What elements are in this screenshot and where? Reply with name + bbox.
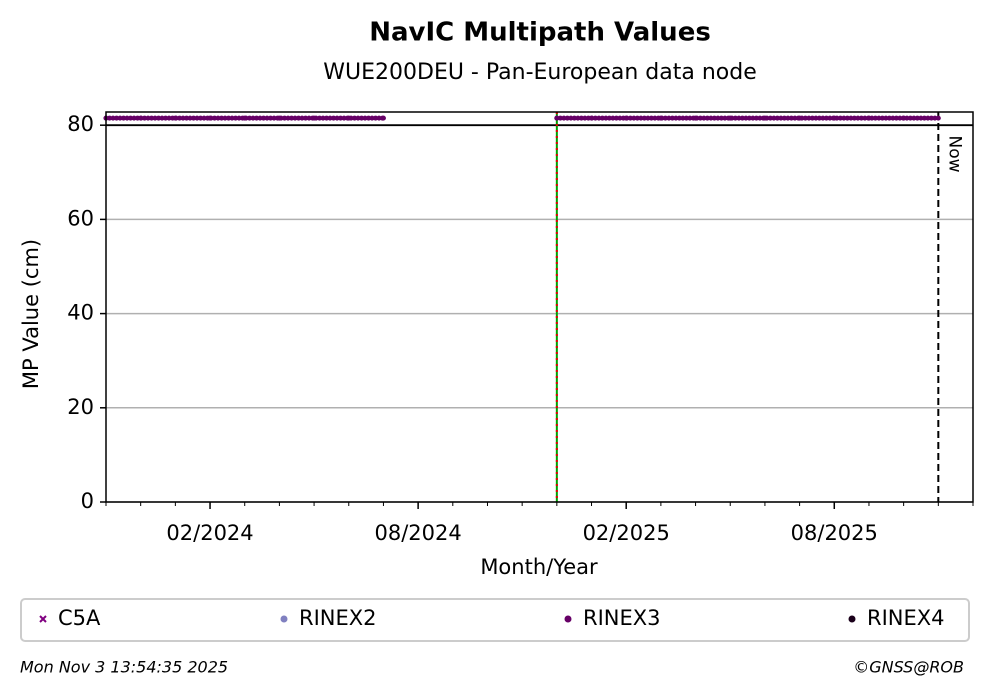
legend-marker (280, 615, 288, 623)
x-tick-label: 02/2024 (166, 521, 253, 545)
legend-marker (564, 615, 572, 623)
x-tick-label: 02/2025 (583, 521, 670, 545)
chart-title: NavIC Multipath Values (369, 18, 711, 48)
y-tick-label: 40 (67, 301, 94, 325)
x-tick-label: 08/2025 (791, 521, 878, 545)
legend-label: RINEX4 (867, 606, 945, 630)
chart-subtitle: WUE200DEU - Pan-European data node (323, 60, 757, 85)
legend-marker (848, 615, 856, 623)
y-tick-label: 0 (81, 489, 94, 513)
y-tick-label: 80 (67, 112, 94, 136)
y-axis-label: MP Value (cm) (19, 239, 43, 389)
legend-marker (39, 615, 47, 623)
legend-label: C5A (58, 606, 101, 630)
plot-frame (105, 111, 974, 503)
now-label: Now (944, 135, 964, 172)
x-axis-label: Month/Year (480, 555, 598, 579)
legend-box (20, 598, 970, 642)
footer-date: Mon Nov 3 13:54:35 2025 (20, 658, 228, 677)
y-tick-label: 20 (67, 395, 94, 419)
legend-label: RINEX3 (583, 606, 661, 630)
x-tick-label: 08/2024 (374, 521, 461, 545)
legend-label: RINEX2 (299, 606, 377, 630)
footer-copyright: ©GNSS@ROB (853, 658, 964, 677)
y-tick-label: 60 (67, 206, 94, 230)
